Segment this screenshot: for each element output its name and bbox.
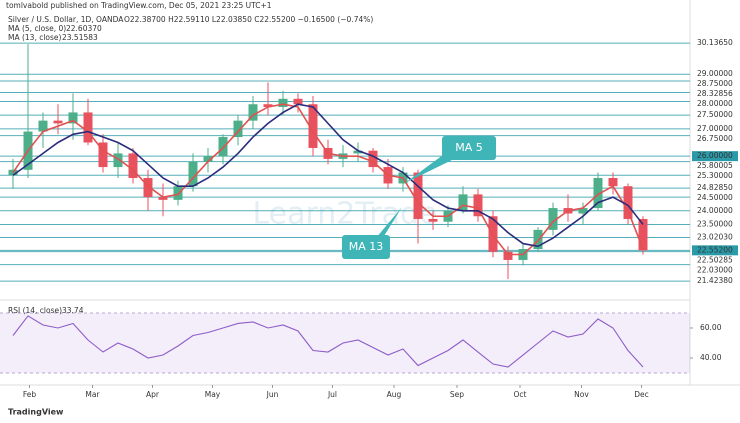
- candle-body: [143, 178, 153, 198]
- candle-body: [173, 186, 183, 200]
- candle-body: [353, 150, 363, 154]
- y-tick-label: 26.00000: [697, 151, 733, 160]
- candle-body: [548, 208, 558, 230]
- rsi-value: 33.74: [62, 306, 84, 315]
- candle-body: [38, 120, 48, 132]
- y-tick-label: 28.75000: [697, 79, 733, 88]
- callout-pointer: [405, 152, 452, 183]
- callout-box: [342, 235, 390, 259]
- published-line: tomlvabold published on TradingView.com,…: [6, 1, 272, 10]
- y-tick-label: 22.55200: [697, 245, 733, 254]
- candle-body: [413, 172, 423, 219]
- candle-body: [578, 208, 588, 214]
- y-tick-label: 26.75000: [697, 134, 733, 143]
- x-tick-label: Feb: [23, 390, 37, 399]
- y-tick-label: 27.00000: [697, 124, 733, 133]
- candle-body: [83, 112, 93, 143]
- x-tick-label: Sep: [450, 390, 464, 399]
- candle-body: [68, 112, 78, 124]
- x-tick-label: Aug: [387, 390, 402, 399]
- rsi-line: [12, 315, 644, 368]
- callout-pointer: [376, 207, 402, 238]
- x-tick-label: Mar: [85, 390, 100, 399]
- price-label-bg: [692, 151, 738, 162]
- x-tick-label: Dec: [634, 390, 649, 399]
- y-tick-label: 29.00000: [697, 69, 733, 78]
- callout-box: [442, 136, 496, 160]
- candle-body: [248, 104, 258, 121]
- candle-body: [278, 98, 288, 107]
- candle-body: [188, 161, 198, 187]
- ma-line: [12, 103, 644, 256]
- y-tick-label: 30.13650: [697, 38, 733, 47]
- y-tick-label: 24.82850: [697, 183, 733, 192]
- y-tick-label: 23.50000: [697, 219, 733, 228]
- ma-line: [12, 103, 644, 248]
- chart-title: Silver / U.S. Dollar, 1D, OANDA: [8, 15, 124, 24]
- candle-body: [128, 153, 138, 178]
- legend-name: MA (5, close, 0): [8, 24, 66, 33]
- candle-body: [203, 156, 213, 162]
- rsi-title: RSI (14, close): [8, 306, 62, 315]
- candle-body: [293, 98, 303, 105]
- x-tick-label: May: [205, 390, 221, 399]
- candle-body: [233, 120, 243, 138]
- candle-body: [368, 150, 378, 168]
- callout-label: MA 13: [349, 240, 384, 253]
- callout: MA 5: [405, 136, 496, 183]
- legend-value: 22.60370: [66, 24, 102, 33]
- watermark: Learn2Trade: [252, 197, 437, 232]
- candle-body: [53, 120, 63, 124]
- candle-body: [428, 218, 438, 222]
- callout: MA 13: [342, 207, 402, 259]
- x-tick-label: Jul: [327, 390, 337, 399]
- y-tick-label: 27.50000: [697, 110, 733, 119]
- candle-body: [98, 142, 108, 168]
- candle-body: [593, 178, 603, 209]
- candle-body: [263, 104, 273, 107]
- x-tick-label: Nov: [574, 390, 589, 399]
- y-tick-label: 28.00000: [697, 99, 733, 108]
- y-tick-label: 24.00000: [697, 206, 733, 215]
- x-tick-label: Oct: [514, 390, 527, 399]
- y-tick-label: 40.00: [700, 353, 722, 362]
- candle-body: [113, 153, 123, 168]
- x-tick-label: Apr: [146, 390, 160, 399]
- candle-body: [608, 178, 618, 187]
- y-tick-label: 25.30000: [697, 171, 733, 180]
- candle-body: [158, 197, 168, 200]
- x-tick-label: Jun: [266, 390, 279, 399]
- price-label-bg: [692, 245, 738, 256]
- callout-label: MA 5: [455, 141, 483, 154]
- candle-body: [218, 137, 228, 157]
- candle-body: [308, 104, 318, 148]
- y-tick-label: 22.50285: [697, 255, 733, 264]
- candle-body: [473, 194, 483, 217]
- candle-body: [623, 186, 633, 219]
- candle-body: [503, 251, 513, 260]
- legend-name: MA (13, close): [8, 33, 62, 42]
- legend-value: 23.51583: [62, 33, 98, 42]
- ohlc-header: O22.38700 H22.59110 L22.03850 C22.55200 …: [124, 15, 373, 24]
- candle-body: [533, 229, 543, 250]
- y-tick-label: 25.80005: [697, 161, 733, 170]
- y-tick-label: 21.42380: [697, 276, 733, 285]
- y-tick-label: 23.02030: [697, 233, 733, 242]
- candle-body: [638, 218, 648, 251]
- y-tick-label: 24.50000: [697, 193, 733, 202]
- y-tick-label: 22.03000: [697, 265, 733, 274]
- footer-logo: TradingView: [8, 408, 64, 417]
- candle-body: [458, 194, 468, 211]
- y-tick-label: 28.32856: [697, 89, 733, 98]
- y-tick-label: 60.00: [700, 323, 722, 332]
